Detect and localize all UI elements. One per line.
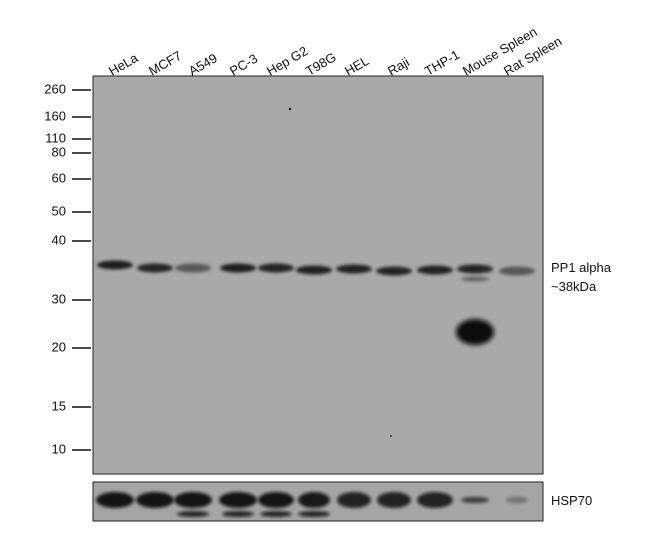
- band: [457, 264, 493, 274]
- band: [298, 511, 330, 517]
- band: [499, 266, 535, 276]
- loading-label: HSP70: [551, 493, 592, 508]
- lane-label: THP-1: [422, 47, 462, 79]
- lane-label: PC-3: [227, 51, 260, 79]
- band: [456, 319, 494, 345]
- marker-label: 10: [52, 441, 66, 456]
- band: [506, 497, 528, 503]
- lane-label: HeLa: [106, 50, 141, 79]
- lane-label: A549: [186, 50, 220, 78]
- band: [298, 492, 330, 508]
- target-label: PP1 alpha: [551, 260, 612, 275]
- marker-label: 110: [45, 130, 66, 145]
- bands: [96, 260, 535, 517]
- band: [337, 492, 371, 508]
- marker-label: 30: [52, 291, 66, 306]
- size-label: ~38kDa: [551, 279, 597, 294]
- band: [137, 263, 173, 273]
- band: [417, 265, 453, 275]
- band: [336, 264, 372, 274]
- band: [222, 511, 254, 517]
- band: [136, 492, 174, 508]
- band: [220, 263, 256, 273]
- band: [461, 276, 489, 282]
- band: [417, 492, 453, 508]
- marker-label: 260: [44, 81, 66, 96]
- band: [97, 260, 133, 270]
- lane-label: Hep G2: [264, 43, 310, 78]
- main-blot: [92, 75, 544, 475]
- band: [219, 492, 257, 508]
- lane-label: MCF7: [146, 48, 184, 79]
- band: [376, 266, 412, 276]
- band: [377, 492, 411, 508]
- band: [260, 511, 292, 517]
- marker-label: 160: [44, 108, 66, 123]
- speck: [288, 107, 292, 111]
- marker-label: 80: [52, 144, 66, 159]
- speck: [390, 435, 392, 437]
- band: [258, 492, 294, 508]
- band: [177, 511, 209, 517]
- marker-label: 20: [52, 339, 66, 354]
- band: [258, 263, 294, 273]
- band: [174, 492, 212, 508]
- band: [296, 265, 332, 275]
- lane-label: Raji: [385, 54, 412, 78]
- marker-label: 15: [52, 398, 66, 413]
- marker-label: 60: [52, 170, 66, 185]
- band: [96, 492, 134, 508]
- band: [175, 263, 211, 273]
- band: [461, 497, 489, 503]
- marker-label: 50: [52, 203, 66, 218]
- marker-label: 40: [52, 232, 66, 247]
- lane-label: HEL: [342, 53, 371, 79]
